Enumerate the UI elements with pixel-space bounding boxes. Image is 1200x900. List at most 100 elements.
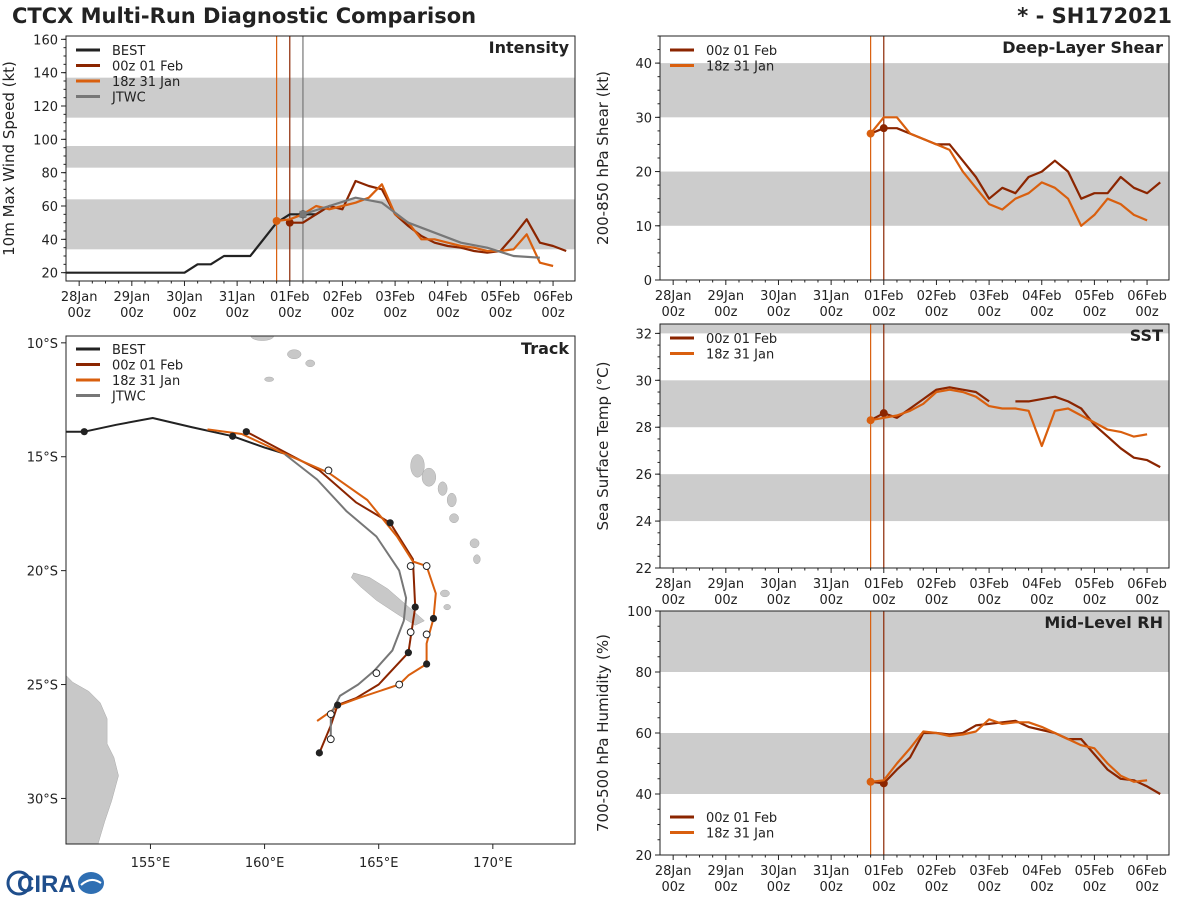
track-marker-filled: [423, 660, 431, 668]
sst-legend-label: 18z 31 Jan: [706, 348, 774, 363]
page-title: CTCX Multi-Run Diagnostic Comparison: [12, 4, 477, 28]
track-legend-label: BEST: [112, 343, 145, 358]
rh-xtick-label: 00z: [714, 880, 738, 895]
track-marker-open: [326, 735, 335, 744]
sst-xtick-label: 30Jan: [760, 577, 797, 592]
shear-xtick-label: 00z: [1135, 305, 1159, 320]
sst-xtick-label: 05Feb: [1075, 577, 1115, 592]
shear-band-1: [660, 63, 1169, 118]
island-11: [305, 359, 316, 368]
island-6: [473, 554, 481, 565]
shear-xtick-label: 00z: [1083, 305, 1107, 320]
shear-ylabel: 200-850 hPa Shear (kt): [594, 71, 612, 245]
intensity-xtick-label: 06Feb: [533, 290, 573, 305]
shear-xtick-label: 00z: [767, 305, 791, 320]
track-marker-open: [324, 466, 333, 475]
intensity-xtick-label: 01Feb: [270, 290, 310, 305]
intensity-xtick-label: 03Feb: [375, 290, 415, 305]
rh-title: Mid-Level RH: [1044, 613, 1163, 632]
track-legend-label: 00z 01 Feb: [112, 359, 183, 374]
island-1: [421, 467, 437, 487]
shear-xtick-label: 05Feb: [1075, 289, 1115, 304]
shear-xtick-label: 28Jan: [655, 289, 692, 304]
shear-legend-label: 00z 01 Feb: [706, 44, 777, 59]
intensity-ytick-label: 120: [33, 100, 58, 115]
island-9: [287, 349, 302, 360]
intensity-ytick-label: 80: [41, 167, 58, 182]
sst-xtick-label: 00z: [925, 593, 949, 608]
rh-xtick-label: 00z: [767, 880, 791, 895]
rh-xtick-label: 31Jan: [813, 864, 850, 879]
intensity-xtick-label: 00z: [541, 306, 565, 321]
rh-xtick-label: 00z: [925, 880, 949, 895]
intensity-xtick-label: 00z: [383, 306, 407, 321]
sst-series-0-line-1: [1015, 395, 1161, 469]
intensity-xtick-label: 00z: [120, 306, 144, 321]
intensity-frame: [65, 35, 576, 282]
shear-xtick-label: 00z: [714, 305, 738, 320]
sst-ytick-label: 26: [635, 468, 652, 483]
rh-chart: 2040608010028Jan00z29Jan00z30Jan00z31Jan…: [594, 605, 1170, 895]
track-xtick-label: 160°E: [245, 856, 285, 871]
sst-band-0: [660, 474, 1169, 522]
intensity-band-1: [66, 146, 575, 168]
island-2: [437, 481, 448, 496]
shear-ytick-label: 10: [635, 220, 652, 235]
rh-xtick-label: 05Feb: [1075, 864, 1115, 879]
track-legend-label: JTWC: [111, 390, 146, 405]
sst-band-2: [660, 324, 1169, 334]
rh-series-1-line: [870, 718, 1148, 783]
intensity-xtick-label: 00z: [278, 306, 302, 321]
shear-xtick-label: 30Jan: [760, 289, 797, 304]
rh-ytick-label: 40: [635, 788, 652, 803]
track-marker-filled: [334, 701, 342, 709]
intensity-xtick-label: 05Feb: [481, 290, 521, 305]
sst-xtick-label: 00z: [872, 593, 896, 608]
track-marker-filled: [411, 603, 419, 611]
shear-band-0: [660, 171, 1169, 226]
sst-series-1-line: [870, 388, 1148, 448]
track-marker-open: [406, 562, 415, 570]
intensity-ytick-label: 40: [41, 233, 58, 248]
intensity-ylabel: 10m Max Wind Speed (kt): [0, 61, 18, 256]
shear-xtick-label: 00z: [977, 305, 1001, 320]
rh-legend-label: 18z 31 Jan: [706, 827, 774, 842]
track-marker-open: [422, 630, 431, 639]
island-5: [469, 538, 480, 549]
intensity-ytick-label: 160: [33, 33, 58, 48]
intensity-xtick-label: 29Jan: [114, 290, 151, 305]
shear-xtick-label: 02Feb: [917, 289, 957, 304]
rh-ytick-label: 100: [627, 605, 652, 620]
intensity-series-3-line: [302, 196, 540, 259]
rh-ylabel: 700-500 hPa Humidity (%): [594, 634, 612, 832]
shear-xtick-label: 01Feb: [864, 289, 904, 304]
rh-xtick-label: 00z: [661, 880, 685, 895]
shear-xtick-label: 03Feb: [969, 289, 1009, 304]
shear-xtick-label: 00z: [925, 305, 949, 320]
track-lines: [66, 417, 438, 757]
sst-xtick-label: 00z: [1135, 593, 1159, 608]
track-marker-filled: [315, 749, 323, 757]
intensity-xtick-label: 30Jan: [166, 290, 203, 305]
sst-series-0-marker: [879, 409, 888, 418]
australia-land: [66, 675, 119, 844]
track-marker-open: [372, 669, 381, 678]
shear-xtick-label: 04Feb: [1022, 289, 1062, 304]
island-0: [410, 454, 425, 478]
track-marker-filled: [242, 428, 250, 436]
track-marker-filled: [429, 614, 438, 623]
rh-xtick-label: 00z: [1083, 880, 1107, 895]
intensity-xtick-label: 31Jan: [219, 290, 256, 305]
intensity-title: Intensity: [489, 38, 570, 57]
rh-xtick-label: 06Feb: [1127, 864, 1167, 879]
intensity-series-3-marker: [299, 210, 307, 218]
track-title: Track: [521, 339, 569, 358]
track-series-3-line: [284, 453, 408, 740]
sst-xtick-label: 02Feb: [917, 577, 957, 592]
rh-series-1-marker: [866, 777, 875, 786]
intensity-legend-label: BEST: [112, 44, 145, 59]
sst-ytick-label: 22: [635, 562, 652, 577]
intensity-ytick-label: 100: [33, 133, 58, 148]
sst-ylabel: Sea Surface Temp (°C): [594, 361, 612, 530]
sst-xtick-label: 00z: [977, 593, 1001, 608]
